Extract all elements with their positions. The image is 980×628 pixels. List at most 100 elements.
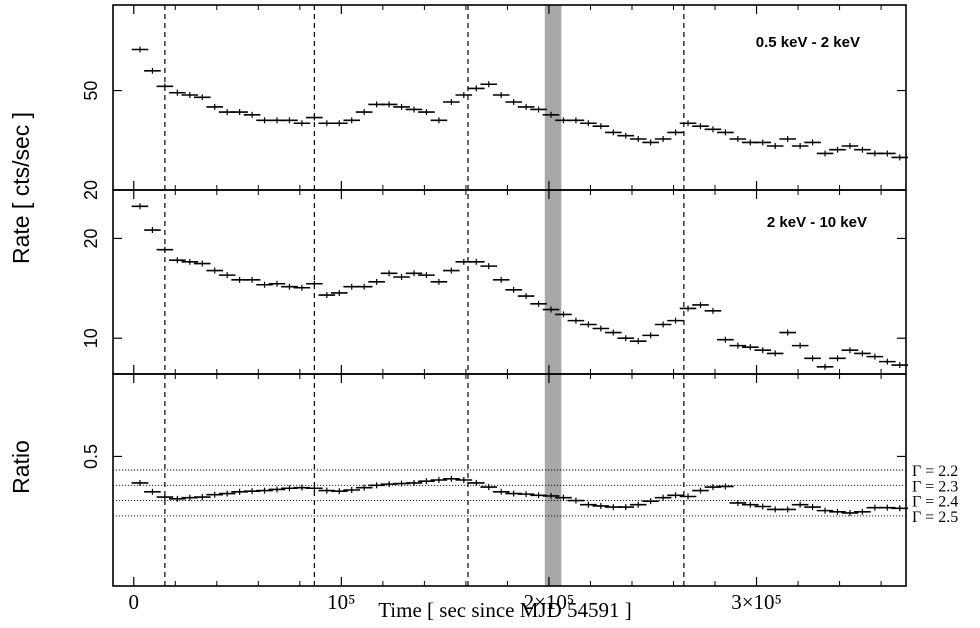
data-point: [380, 101, 398, 108]
data-point: [256, 487, 273, 494]
data-point: [156, 246, 174, 253]
data-point: [729, 499, 747, 506]
data-point: [492, 488, 510, 495]
data-point: [717, 483, 734, 490]
data-point: [218, 490, 236, 497]
data-point: [281, 283, 298, 290]
data-point: [131, 46, 149, 53]
data-point: [567, 117, 585, 124]
data-point: [841, 347, 859, 354]
x-tick-label: 0: [129, 590, 140, 614]
data-point: [742, 501, 759, 508]
data-point: [854, 508, 871, 515]
data-point: [580, 321, 597, 328]
data-point: [642, 498, 659, 505]
data-point: [443, 475, 460, 482]
data-point: [330, 488, 348, 495]
data-point: [717, 129, 734, 136]
data-point: [306, 280, 323, 287]
data-point: [418, 478, 435, 485]
data-point: [144, 227, 161, 234]
panel-frame-1: [112, 4, 907, 191]
data-point: [156, 494, 174, 501]
data-point: [779, 329, 796, 336]
data-point: [567, 497, 585, 504]
data-point: [654, 494, 672, 501]
data-point: [505, 98, 522, 105]
data-point: [393, 274, 410, 281]
data-point: [530, 106, 547, 113]
data-point: [567, 317, 585, 324]
data-point: [841, 509, 859, 516]
data-point: [455, 477, 473, 483]
data-point: [717, 336, 734, 343]
data-point: [517, 491, 535, 498]
data-point: [542, 111, 560, 118]
data-point: [854, 350, 871, 357]
data-point: [455, 91, 473, 98]
data-point: [243, 111, 261, 118]
data-point: [679, 493, 697, 500]
data-point: [667, 129, 684, 136]
data-point: [430, 117, 448, 124]
data-point: [742, 344, 759, 351]
data-point: [555, 311, 572, 318]
data-point: [804, 139, 821, 146]
data-point: [218, 272, 236, 279]
data-point: [243, 276, 261, 283]
data-point: [879, 150, 896, 157]
data-point: [144, 67, 161, 74]
x-axis-label: Time [ sec since MJD 54591 ]: [378, 598, 632, 622]
data-point: [405, 479, 423, 486]
data-point: [854, 146, 871, 153]
data-point: [330, 120, 348, 127]
data-point: [368, 278, 385, 285]
data-point: [580, 501, 597, 508]
data-point: [604, 129, 622, 136]
data-point: [530, 300, 547, 307]
plot-frames: [112, 4, 907, 587]
data-point: [206, 267, 224, 274]
x-tick-label: 10⁵: [327, 590, 355, 614]
reference-lines: Γ = 2.2Γ = 2.3Γ = 2.4Γ = 2.5: [113, 463, 958, 526]
data-point: [692, 487, 709, 494]
y-tick-label: 20: [81, 180, 101, 200]
data-point: [592, 502, 610, 509]
data-point: [169, 89, 186, 96]
data-point: [829, 355, 846, 362]
data-point: [667, 492, 684, 499]
axis-ticks: 50 20 20 10 0.5 0 10⁵ 2×10⁵ 3×10⁵: [81, 5, 906, 614]
data-point: [754, 347, 772, 354]
data-point: [355, 109, 373, 116]
data-point: [206, 103, 224, 110]
data-point: [654, 321, 672, 328]
data-point: [617, 504, 635, 511]
data-point: [430, 477, 448, 483]
data-point: [193, 494, 211, 501]
data-point: [131, 479, 149, 486]
x-tick-label: 2×10⁵: [524, 590, 575, 614]
data-point: [866, 353, 884, 360]
data-point: [181, 91, 199, 98]
data-point: [467, 258, 485, 265]
data-point: [156, 83, 174, 90]
x-tick-label: 3×10⁵: [731, 590, 782, 614]
data-point: [617, 335, 635, 342]
data-point: [692, 301, 709, 308]
data-point: [405, 106, 423, 113]
data-point: [256, 281, 273, 288]
data-point: [654, 135, 672, 142]
data-point: [480, 484, 498, 491]
data-point: [555, 494, 572, 501]
data-point: [268, 280, 286, 287]
data-point: [604, 329, 622, 336]
y-axis-label-rate: Rate [ cts/sec ]: [8, 112, 34, 264]
data-point: [754, 503, 772, 510]
data-point: [480, 263, 498, 270]
gamma-label-4: Γ = 2.5: [912, 509, 958, 526]
data-point: [542, 492, 560, 499]
data-point: [791, 342, 809, 349]
data-point: [729, 135, 747, 142]
data-point: [879, 358, 896, 365]
